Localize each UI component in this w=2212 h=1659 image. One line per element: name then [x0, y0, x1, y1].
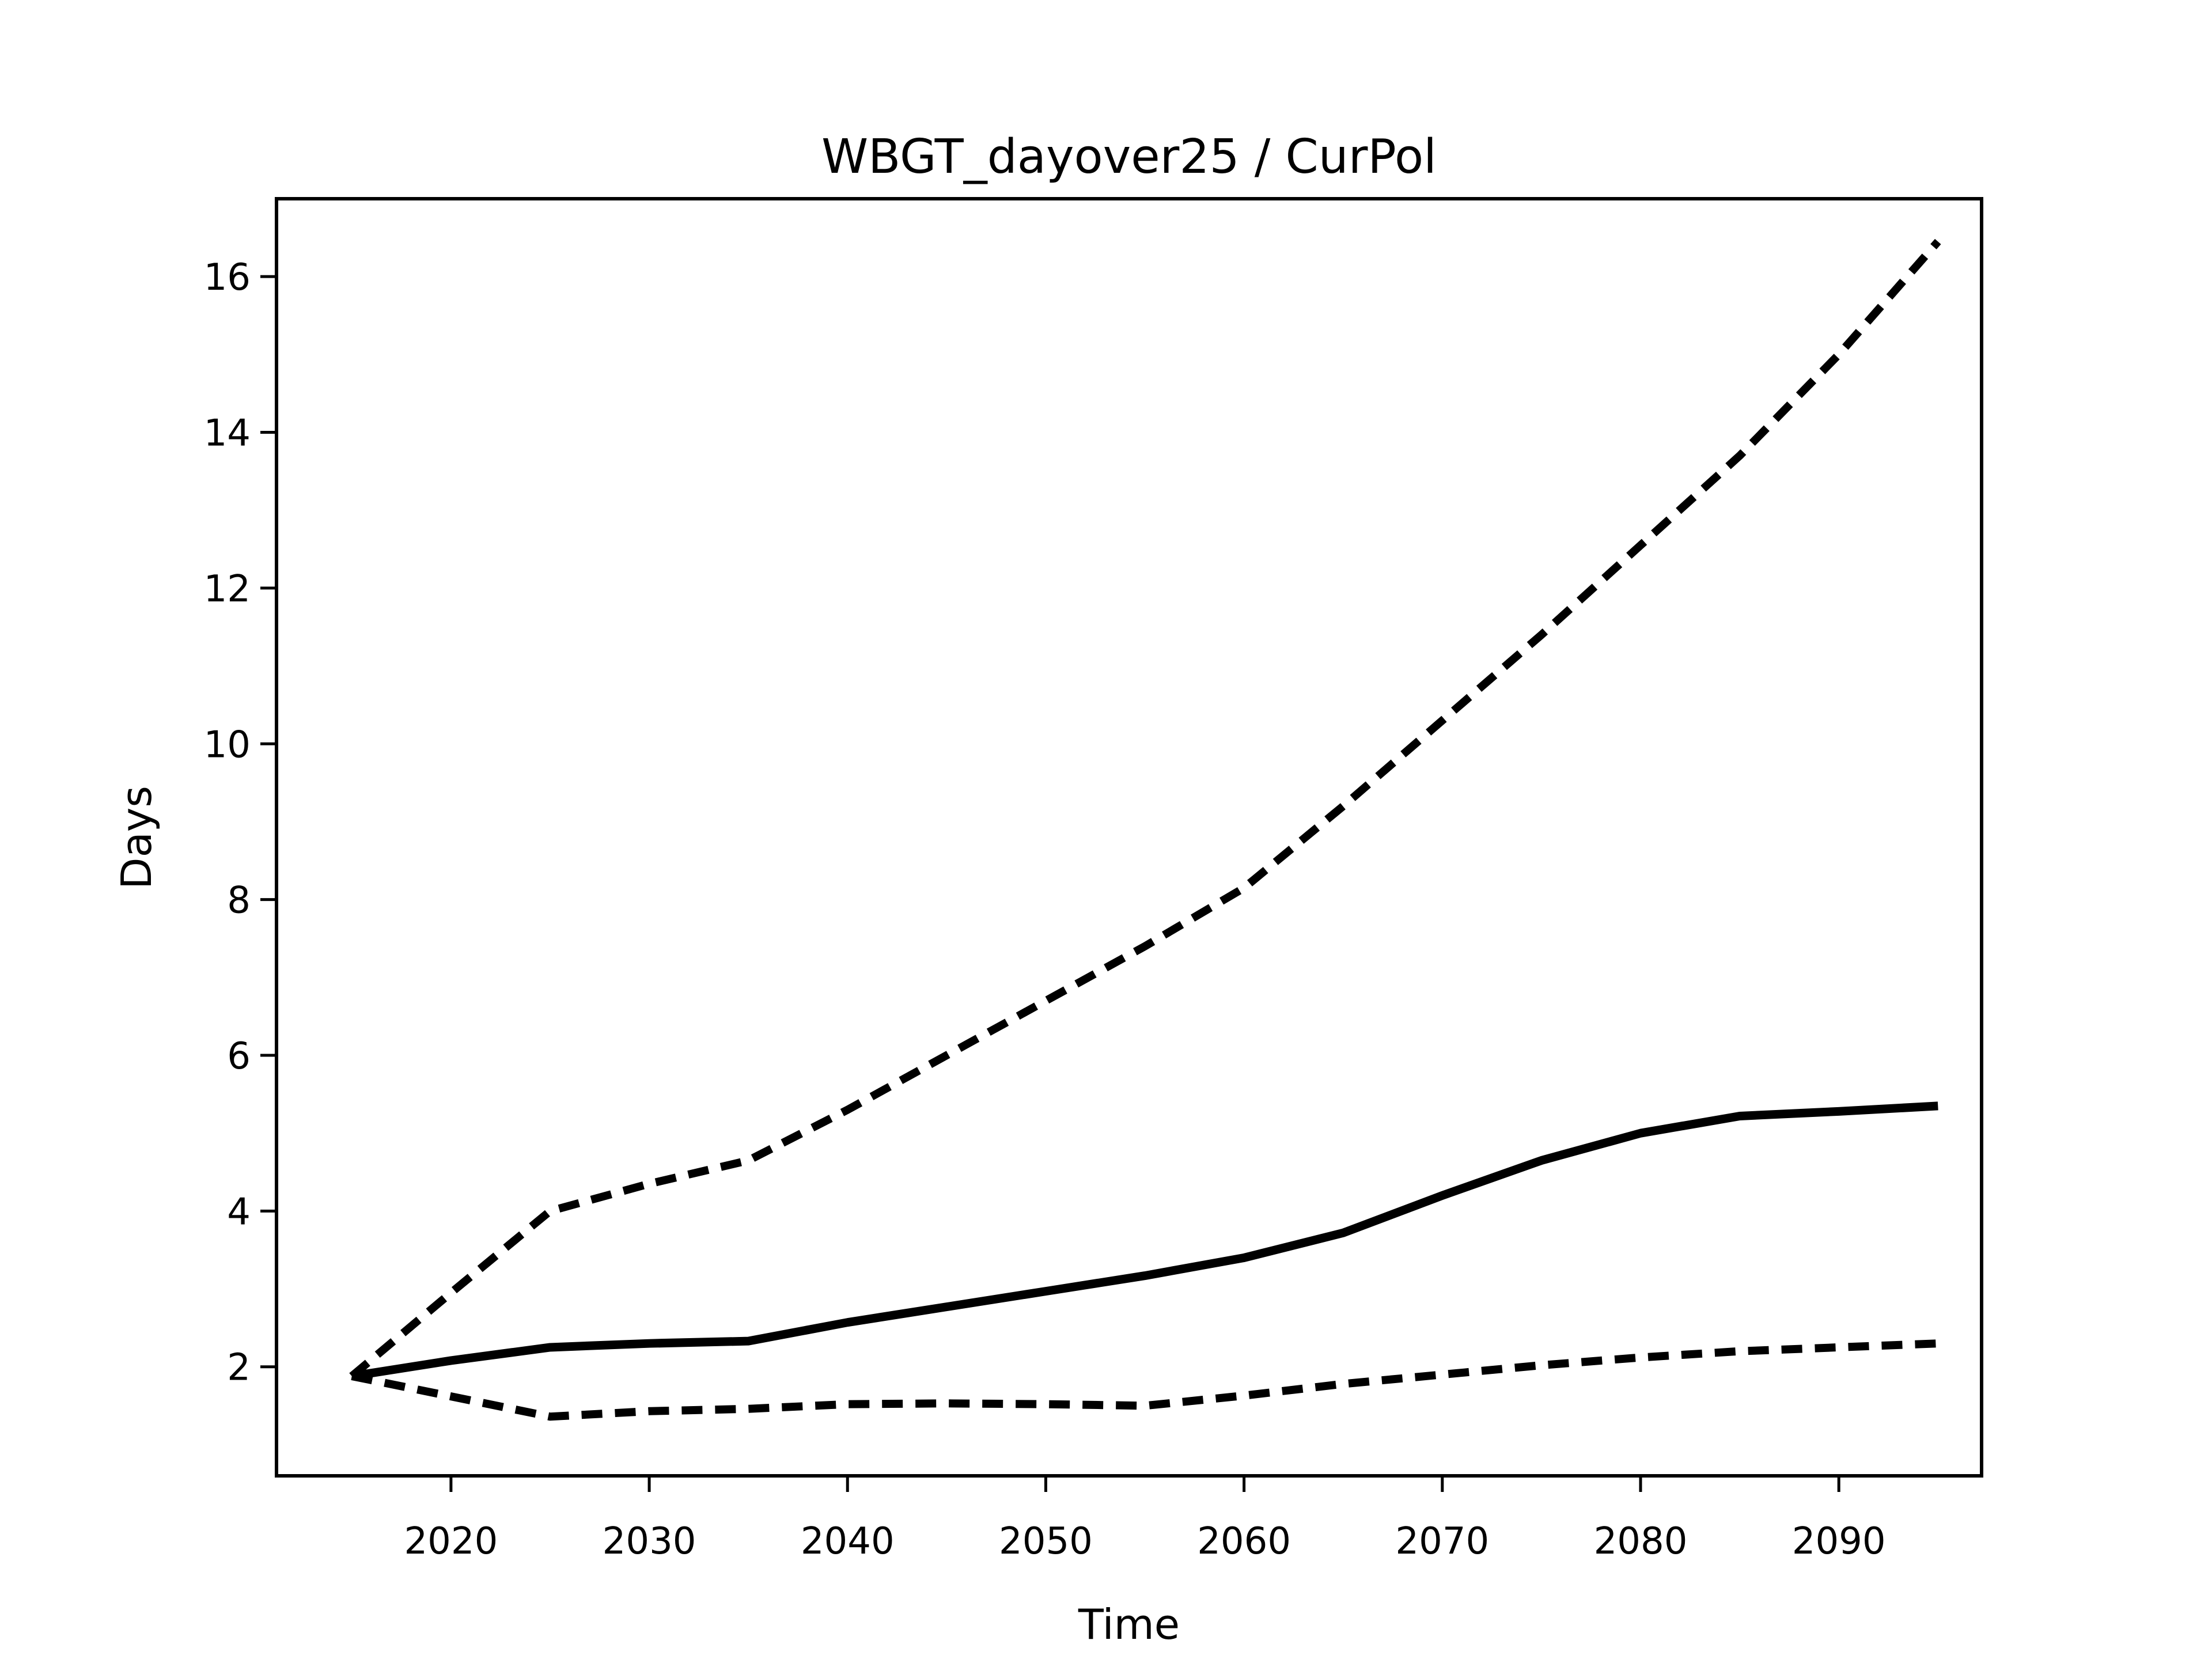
y-tick-label: 6 — [227, 1035, 251, 1078]
x-axis-label: Time — [1078, 1600, 1180, 1649]
y-tick-label: 2 — [227, 1347, 251, 1389]
series-lower-bound-line — [351, 1339, 1938, 1421]
x-tick-label: 2090 — [1792, 1520, 1886, 1563]
y-axis-ticks — [260, 275, 276, 1369]
x-tick-label: 2050 — [999, 1520, 1093, 1563]
series-median-line — [351, 1101, 1938, 1381]
chart-title: WBGT_dayover25 / CurPol — [821, 130, 1437, 184]
y-axis-tick-labels: 2 4 6 8 10 12 14 16 — [204, 256, 251, 1389]
y-tick-label: 10 — [204, 724, 251, 766]
y-tick-label: 12 — [204, 568, 251, 611]
data-series — [349, 238, 1941, 1421]
y-tick-label: 4 — [227, 1191, 251, 1233]
x-tick-label: 2080 — [1594, 1520, 1688, 1563]
x-tick-label: 2040 — [801, 1520, 895, 1563]
plot-frame — [275, 197, 1983, 1478]
x-tick-label: 2060 — [1197, 1520, 1291, 1563]
y-axis-label: Days — [112, 786, 161, 889]
x-axis-tick-labels: 2020 2030 2040 2050 2060 2070 2080 2090 — [404, 1520, 1885, 1563]
x-axis-ticks — [449, 1476, 1840, 1492]
series-upper-bound-line — [349, 238, 1941, 1380]
x-tick-label: 2070 — [1395, 1520, 1489, 1563]
y-tick-label: 16 — [204, 256, 251, 299]
x-tick-label: 2030 — [603, 1520, 696, 1563]
y-tick-label: 14 — [204, 412, 251, 455]
x-tick-label: 2020 — [404, 1520, 498, 1563]
y-tick-label: 8 — [227, 880, 251, 922]
